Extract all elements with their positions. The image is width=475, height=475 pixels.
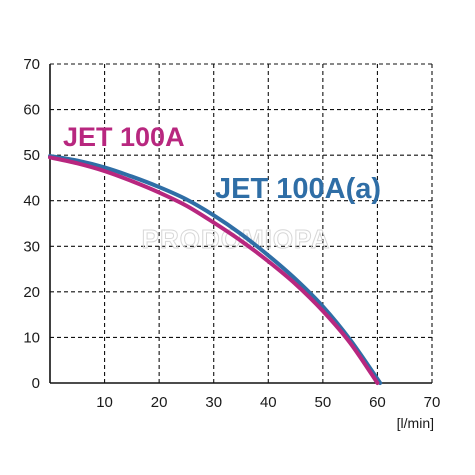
series-label-jet-100a-a: JET 100A(a)	[215, 173, 381, 205]
y-tick-label: 20	[23, 284, 40, 301]
y-tick-label: 60	[23, 102, 40, 119]
x-tick-label: 10	[96, 394, 113, 411]
series-line-jet-100a	[48, 155, 380, 385]
y-tick-label: 50	[23, 147, 40, 164]
series-line-jet-100a-a	[48, 154, 383, 385]
y-tick-label: 40	[23, 193, 40, 210]
series-labels: JET 100A JET 100A(a)	[63, 122, 381, 205]
y-tick-label: 0	[32, 375, 40, 392]
x-tick-label: 20	[151, 394, 168, 411]
y-tick-label: 10	[23, 329, 40, 346]
x-tick-label: 70	[424, 394, 441, 411]
tick-labels: 0 10 20 30 40 50 60 70 10 20 30 40 50 60 70 [l/min]	[23, 56, 440, 431]
x-tick-label: 60	[369, 394, 386, 411]
grid	[50, 63, 433, 383]
y-tick-label: 70	[23, 56, 40, 73]
x-tick-label: 40	[260, 394, 277, 411]
y-tick-label: 30	[23, 238, 40, 255]
x-unit-label: [l/min]	[397, 415, 434, 431]
series	[48, 154, 383, 385]
axes	[49, 64, 432, 384]
x-tick-label: 30	[205, 394, 222, 411]
x-tick-label: 50	[315, 394, 332, 411]
series-label-jet-100a: JET 100A	[63, 122, 185, 152]
